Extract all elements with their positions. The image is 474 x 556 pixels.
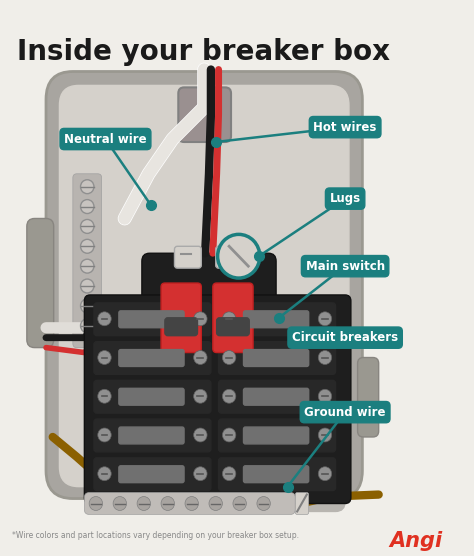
FancyBboxPatch shape [216,246,243,268]
FancyBboxPatch shape [94,380,211,413]
Circle shape [89,497,102,510]
FancyBboxPatch shape [219,419,336,452]
Circle shape [81,299,94,313]
Circle shape [194,389,207,403]
FancyBboxPatch shape [119,350,184,366]
FancyBboxPatch shape [84,493,295,514]
Text: Lugs: Lugs [329,192,361,205]
FancyBboxPatch shape [94,458,211,490]
Circle shape [222,428,236,442]
Circle shape [113,497,127,510]
FancyBboxPatch shape [219,380,336,413]
Circle shape [233,497,246,510]
FancyBboxPatch shape [219,303,336,336]
FancyBboxPatch shape [94,303,211,336]
FancyBboxPatch shape [244,311,309,327]
Circle shape [81,279,94,293]
FancyBboxPatch shape [161,283,201,353]
Circle shape [209,497,222,510]
FancyBboxPatch shape [27,219,54,348]
Text: Hot wires: Hot wires [313,121,377,133]
Circle shape [194,312,207,326]
FancyBboxPatch shape [219,458,336,490]
Text: Neutral wire: Neutral wire [64,132,147,146]
Circle shape [257,497,270,510]
Circle shape [81,180,94,193]
Text: Circuit breakers: Circuit breakers [292,331,398,344]
FancyBboxPatch shape [219,341,336,374]
Text: Main switch: Main switch [306,260,385,272]
Circle shape [222,312,236,326]
Circle shape [137,497,151,510]
Circle shape [98,351,111,365]
FancyBboxPatch shape [295,493,309,514]
Circle shape [218,235,260,278]
FancyBboxPatch shape [119,427,184,444]
Circle shape [98,389,111,403]
FancyBboxPatch shape [244,466,309,483]
FancyBboxPatch shape [142,253,276,397]
Circle shape [81,220,94,234]
FancyBboxPatch shape [244,388,309,405]
Text: Inside your breaker box: Inside your breaker box [17,38,390,66]
FancyBboxPatch shape [165,318,198,336]
FancyBboxPatch shape [213,283,253,353]
FancyBboxPatch shape [96,373,345,512]
FancyBboxPatch shape [174,246,201,268]
Circle shape [98,428,111,442]
Circle shape [318,389,332,403]
FancyBboxPatch shape [59,86,349,486]
FancyBboxPatch shape [244,427,309,444]
Text: Ground wire: Ground wire [304,406,386,419]
Circle shape [318,428,332,442]
Circle shape [81,200,94,214]
FancyBboxPatch shape [119,311,184,327]
FancyBboxPatch shape [178,87,231,142]
Circle shape [318,351,332,365]
Circle shape [81,259,94,273]
FancyBboxPatch shape [46,72,362,499]
Circle shape [318,467,332,481]
FancyBboxPatch shape [84,295,351,504]
FancyBboxPatch shape [244,350,309,366]
FancyBboxPatch shape [119,466,184,483]
Text: Angi: Angi [390,532,443,552]
Circle shape [222,351,236,365]
FancyBboxPatch shape [125,298,288,407]
Circle shape [222,389,236,403]
Circle shape [318,312,332,326]
Circle shape [222,467,236,481]
Circle shape [81,239,94,253]
Circle shape [194,428,207,442]
FancyBboxPatch shape [94,341,211,374]
Text: *Wire colors and part locations vary depending on your breaker box setup.: *Wire colors and part locations vary dep… [11,532,299,540]
Circle shape [98,467,111,481]
Circle shape [194,467,207,481]
FancyBboxPatch shape [217,318,249,336]
Circle shape [185,497,199,510]
FancyBboxPatch shape [73,174,101,348]
Circle shape [161,497,174,510]
Circle shape [81,319,94,332]
Circle shape [194,351,207,365]
FancyBboxPatch shape [94,419,211,452]
Circle shape [98,312,111,326]
FancyBboxPatch shape [357,358,379,437]
FancyBboxPatch shape [119,388,184,405]
